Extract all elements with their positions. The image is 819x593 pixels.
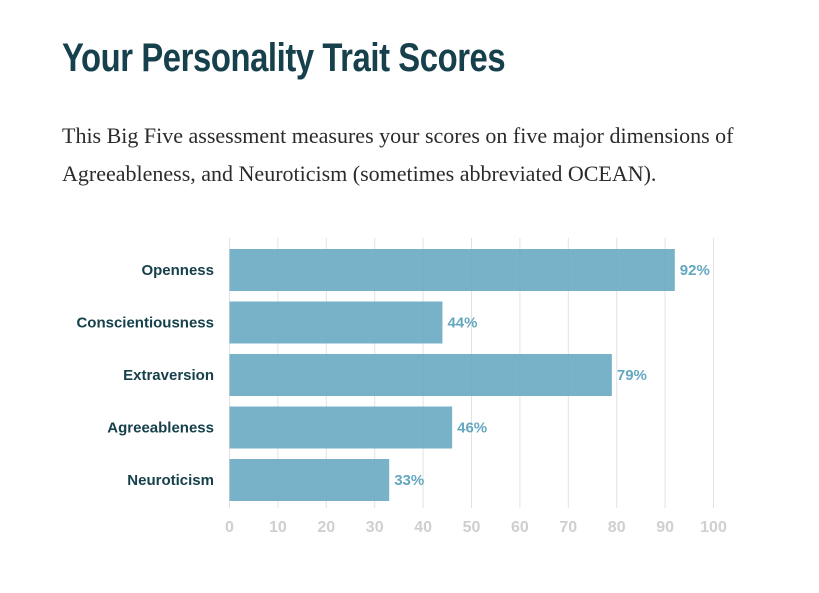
x-tick-label: 100	[700, 519, 727, 536]
bars	[229, 249, 675, 501]
value-label: 79%	[617, 367, 647, 384]
intro-line-1: This Big Five assessment measures your s…	[62, 123, 734, 148]
labels: Openness 92% Conscientiousness 44% Extravers…	[76, 262, 709, 489]
category-label: Openness	[141, 262, 214, 279]
category-label: Neuroticism	[127, 472, 214, 489]
bar-neuroticism	[229, 459, 390, 501]
bar-conscientiousness	[229, 301, 443, 344]
value-label: 92%	[680, 262, 710, 279]
x-tick-label: 50	[463, 519, 481, 536]
x-tick-label: 70	[559, 519, 577, 536]
x-tick-label: 30	[366, 519, 384, 536]
value-label: 44%	[447, 315, 477, 332]
value-label: 46%	[457, 420, 487, 437]
bar-agreeableness	[229, 406, 453, 449]
category-label: Conscientiousness	[76, 315, 214, 332]
x-tick-label: 0	[225, 519, 234, 536]
x-axis-ticks: 0 10 20 30 40 50 60 70 80 90 100	[225, 519, 727, 536]
x-tick-label: 40	[414, 519, 432, 536]
bar-extraversion	[229, 354, 612, 396]
category-label: Extraversion	[123, 367, 214, 384]
category-label: Agreeableness	[107, 420, 214, 437]
x-tick-label: 20	[317, 519, 335, 536]
x-tick-label: 10	[269, 519, 287, 536]
page-title: Your Personality Trait Scores	[62, 36, 506, 80]
bar-openness	[229, 249, 675, 291]
x-tick-label: 90	[656, 519, 674, 536]
value-label: 33%	[394, 472, 424, 489]
x-tick-label: 60	[511, 519, 529, 536]
intro-text: This Big Five assessment measures your s…	[62, 117, 819, 193]
intro-line-2: Agreeableness, and Neuroticism (sometime…	[62, 161, 657, 186]
x-tick-label: 80	[608, 519, 626, 536]
